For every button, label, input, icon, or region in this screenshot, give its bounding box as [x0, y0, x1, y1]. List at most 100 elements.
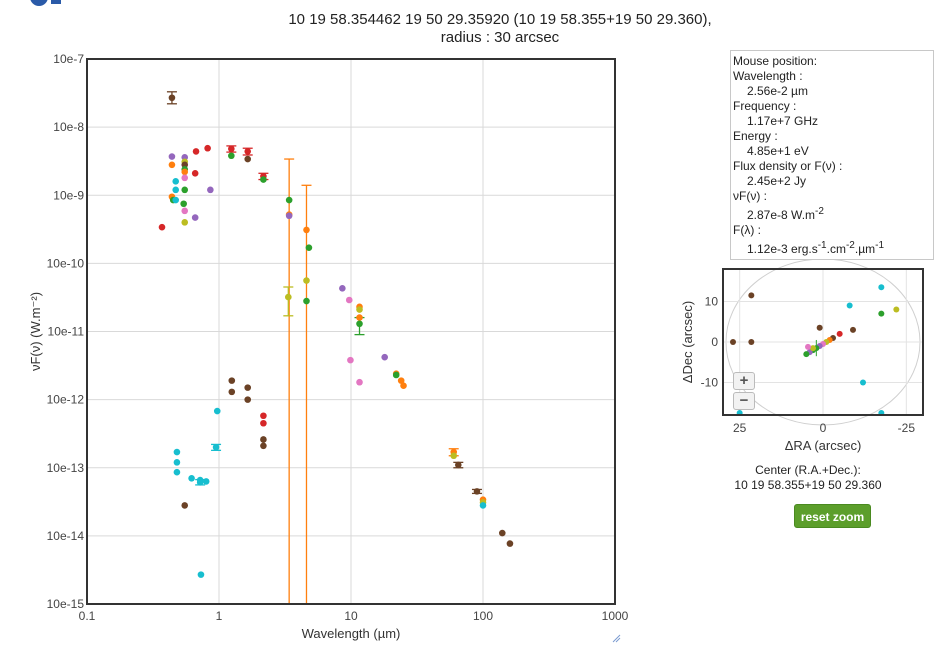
data-point — [172, 178, 180, 185]
data-point — [192, 148, 200, 155]
data-point — [213, 407, 221, 415]
x-tick-label: 1 — [216, 609, 223, 623]
data-point — [207, 186, 214, 194]
data-point — [188, 475, 195, 482]
y-tick-label: 10e-12 — [47, 393, 85, 407]
x-axis-label: Wavelength (µm) — [302, 626, 401, 641]
y-tick-label: 10e-11 — [48, 325, 85, 339]
data-point — [196, 479, 204, 486]
y-tick-label: 10e-8 — [53, 120, 84, 134]
data-point — [181, 168, 189, 176]
zoom-in-button[interactable]: + — [733, 372, 755, 390]
mouse-position-panel: Mouse position: Wavelength : 2.56e-2 µm … — [730, 50, 934, 260]
sky-y-tick-label: -10 — [701, 376, 719, 390]
title-line-1: 10 19 58.354462 19 50 29.35920 (10 19 58… — [288, 11, 712, 28]
y-tick-label: 10e-13 — [47, 461, 85, 475]
data-point — [180, 200, 187, 208]
title-line-2: radius : 30 arcsec — [440, 29, 560, 46]
data-point — [356, 378, 363, 386]
sky-y-axis-label: ΔDec (arcsec) — [680, 301, 695, 383]
data-point — [260, 436, 267, 443]
resize-handle-icon[interactable] — [612, 634, 621, 643]
data-point — [181, 502, 189, 509]
vf-label: νF(ν) : — [733, 189, 767, 203]
data-point — [356, 314, 363, 321]
y-tick-label: 10e-10 — [47, 256, 85, 270]
flux-value: 2.45e+2 Jy — [747, 174, 807, 188]
sky-point — [850, 326, 856, 333]
data-point — [498, 529, 506, 537]
sky-point — [878, 284, 885, 291]
data-point — [168, 94, 176, 102]
data-point — [244, 384, 252, 391]
x-tick-label: 10 — [344, 609, 358, 623]
data-point — [173, 448, 181, 456]
data-point — [228, 152, 235, 160]
data-point — [168, 161, 176, 169]
sky-x-tick-label: -25 — [898, 421, 916, 435]
frequency-value: 1.17e+7 GHz — [747, 114, 819, 128]
data-point — [191, 214, 199, 221]
data-point — [450, 452, 458, 460]
x-tick-label: 1000 — [602, 609, 629, 623]
data-point — [397, 377, 405, 384]
reset-zoom-button[interactable]: reset zoom — [794, 504, 871, 528]
y-tick-label: 10e-9 — [53, 188, 84, 202]
data-point — [455, 461, 462, 469]
flambda-label: F(λ) : — [733, 223, 761, 237]
data-point — [305, 244, 313, 251]
data-point — [345, 296, 353, 304]
data-point — [285, 196, 293, 204]
data-point — [202, 478, 210, 485]
energy-value: 4.85e+1 eV — [747, 144, 809, 158]
sky-point — [836, 330, 843, 337]
data-point — [303, 277, 310, 284]
data-point — [400, 382, 407, 390]
flambda-value: 1.12e-3 erg.s-1.cm-2.µm-1 — [747, 240, 885, 256]
data-point — [473, 488, 481, 495]
data-point — [158, 223, 166, 231]
sky-point — [803, 351, 810, 358]
zoom-out-button[interactable]: − — [733, 392, 755, 410]
data-point — [172, 196, 180, 204]
sky-point — [748, 292, 755, 299]
x-tick-label: 0.1 — [79, 609, 96, 623]
sky-x-tick-label: 0 — [820, 421, 827, 435]
data-point — [173, 459, 181, 466]
data-point — [228, 145, 235, 153]
sky-y-tick-label: 10 — [705, 294, 719, 308]
energy-label: Energy : — [733, 129, 778, 143]
sky-point — [860, 379, 866, 386]
chart-title: 10 19 58.354462 19 50 29.35920 (10 19 58… — [210, 11, 790, 47]
wavelength-value: 2.56e-2 µm — [747, 84, 808, 98]
data-point — [356, 320, 363, 328]
y-tick-label: 10e-15 — [47, 597, 85, 611]
sky-x-tick-label: 25 — [733, 421, 747, 435]
flux-label: Flux density or F(ν) : — [733, 159, 843, 173]
data-point — [347, 356, 354, 364]
data-point — [181, 174, 189, 182]
data-point — [168, 153, 176, 160]
data-point — [228, 377, 236, 384]
sky-point — [810, 345, 816, 352]
data-point — [181, 161, 189, 169]
sky-point — [878, 310, 885, 317]
data-point — [260, 442, 267, 450]
center-value: 10 19 58.355+19 50 29.360 — [734, 478, 882, 492]
data-point — [212, 443, 220, 451]
data-point — [506, 540, 514, 547]
data-point — [181, 207, 189, 215]
sky-point — [893, 306, 900, 313]
data-point — [172, 186, 180, 194]
data-point — [244, 148, 252, 155]
data-point — [181, 186, 189, 194]
data-point — [479, 502, 487, 509]
data-point — [260, 176, 267, 183]
mouse-heading: Mouse position: — [733, 54, 818, 68]
data-point — [381, 353, 388, 361]
data-point — [204, 144, 211, 152]
data-point — [197, 571, 205, 578]
sky-point — [805, 343, 811, 350]
sky-point — [816, 324, 823, 331]
